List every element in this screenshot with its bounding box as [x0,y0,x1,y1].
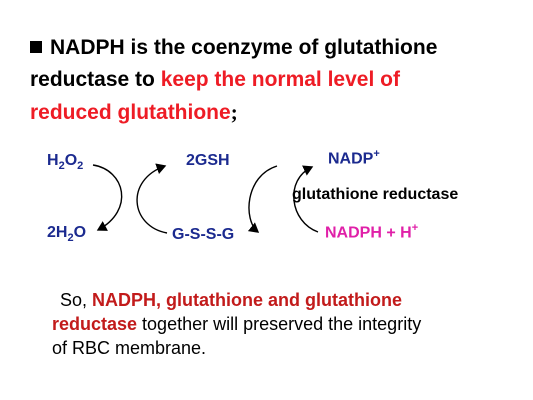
arrow-nadph-to-nadp [293,165,319,233]
label-2h2o: 2H2O [47,224,87,245]
paragraph-2-line-3: of RBC membrane. [52,338,207,358]
square-bullet-icon [30,41,42,53]
paragraph-2-line-2: reductase together will preserved the in… [52,314,422,334]
paragraph-1-line-2: reductase to keep the normal level of [30,68,400,91]
paragraph-2-line-1: So, NADPH, glutathione and glutathione [60,290,403,310]
arrow-to-gssg [247,165,278,233]
label-nadph: NADPH + H+ [325,222,419,242]
paragraph-1-line-1: NADPH is the coenzyme of glutathione [30,32,437,64]
label-2gsh: 2GSH [186,152,230,169]
arrow-gssg-to-gsh [136,163,168,234]
label-gssg: G-S-S-G [172,226,235,243]
label-h2o2: H2O2 [47,152,84,173]
label-nadp: NADP+ [328,148,380,168]
paragraph-1-line-3: reduced glutathione; [30,100,238,124]
label-enzyme: glutathione reductase [292,186,459,203]
arrow-h2o2-to-h2o [92,164,123,231]
